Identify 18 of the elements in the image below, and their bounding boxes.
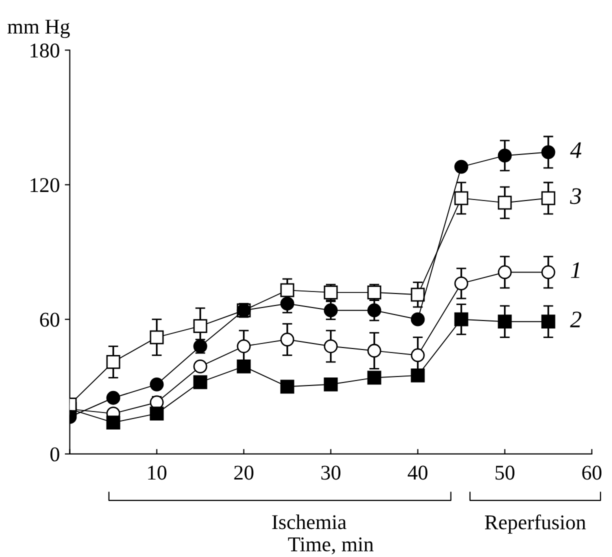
series-label: 2 [570, 312, 582, 328]
series-label: 1 [570, 262, 580, 278]
y-tick-label: 180 [30, 44, 60, 58]
x-tick-label: 30 [321, 466, 340, 480]
y-tick-label: 120 [30, 178, 60, 192]
text: Ischemia [272, 514, 346, 530]
text: Reperfusion [484, 514, 586, 534]
x-axis-title: Time, min [288, 537, 374, 554]
x-tick-label: 50 [496, 466, 514, 480]
y-tick-label: 0 [50, 447, 60, 462]
x-tick-label: 60 [582, 466, 602, 480]
x-tick-label: 20 [234, 466, 254, 480]
x-tick-label: 40 [408, 466, 428, 480]
y-tick-label: 60 [40, 312, 60, 327]
x-tick-label: 10 [148, 466, 166, 480]
series-label: 4 [570, 142, 582, 158]
y-axis-title: mm Hg [8, 20, 70, 38]
series-label: 3 [570, 188, 582, 204]
